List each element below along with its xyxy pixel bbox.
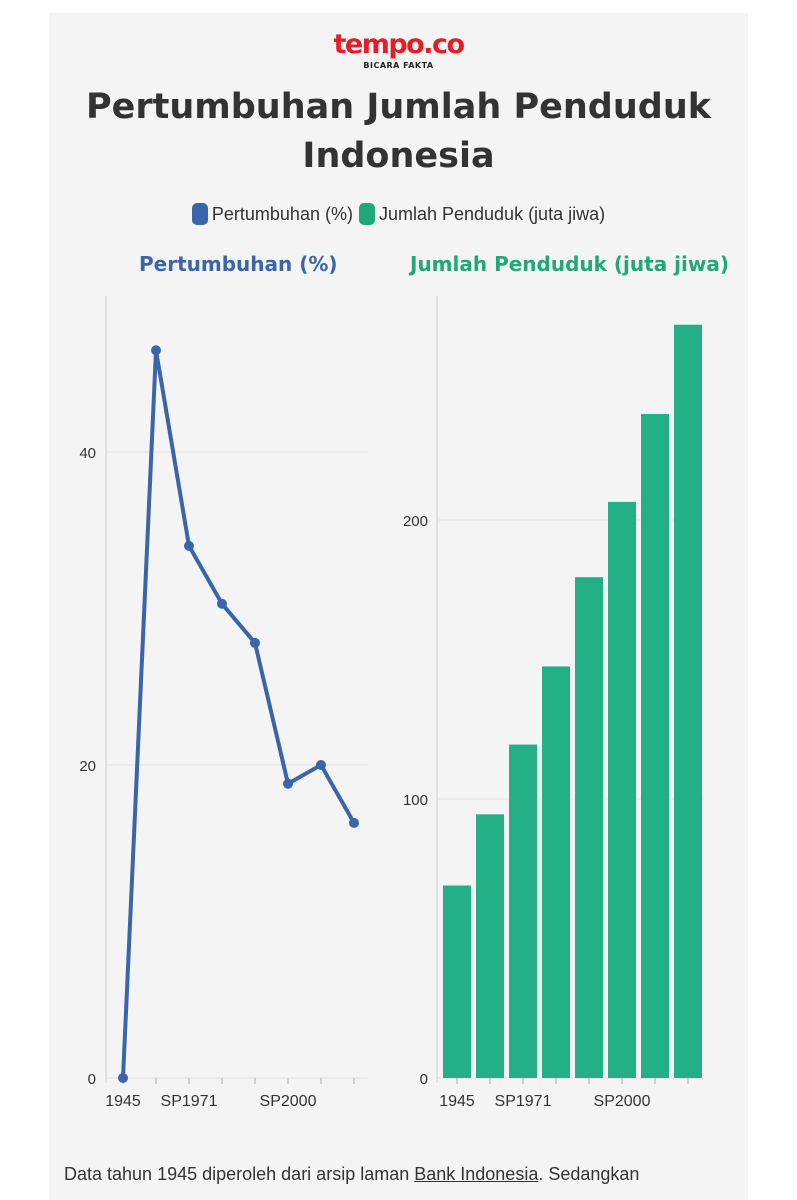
bar [476, 814, 504, 1078]
line-chart-series-line [121, 348, 356, 1079]
line-chart-point [151, 345, 161, 356]
line-chart-point [349, 817, 359, 828]
legend-swatch-growth [191, 203, 208, 225]
bar-chart-title: Jumlah Penduduk (juta jiwa) [410, 252, 729, 276]
legend-item-population[interactable]: Jumlah Penduduk (juta jiwa) [358, 203, 606, 225]
bar-chart-x-tick-label: 1945 [439, 1093, 475, 1110]
legend-label-population: Jumlah Penduduk (juta jiwa) [378, 203, 606, 224]
line-chart-x-tick-label: 1945 [105, 1093, 141, 1110]
footer-prefix: Data tahun 1945 diperoleh dari arsip lam… [64, 1164, 415, 1184]
bar [608, 501, 636, 1078]
bar [443, 885, 471, 1078]
bar-chart-x-tick-label: SP2000 [594, 1093, 651, 1110]
line-chart-y-tick-label: 0 [88, 1071, 96, 1088]
brand-tagline: BICARA FAKTA [363, 61, 434, 70]
line-chart-point [283, 778, 293, 789]
bar [674, 324, 702, 1078]
line-chart-point [250, 637, 260, 648]
line-chart-x-tick-label: SP2000 [260, 1093, 317, 1110]
brand-name: tempo.co [333, 29, 465, 60]
bar [542, 666, 570, 1078]
bar-chart: 0 100 200 1945 SP1971 SP2000 [403, 296, 703, 1110]
footer-suffix: . Sedangkan [538, 1164, 640, 1184]
line-chart-y-tick-label: 20 [79, 758, 96, 775]
bar-chart-y-tick-label: 0 [420, 1071, 428, 1088]
line-chart-point [184, 540, 194, 551]
line-chart-point [118, 1073, 128, 1083]
brand-logo[interactable]: tempo.co BICARA FAKTA [0, 29, 797, 71]
line-chart-x-tick-label: SP1971 [161, 1093, 218, 1110]
line-chart: 0 20 40 1945 SP1971 SP2000 [79, 296, 368, 1110]
page-title: Pertumbuhan Jumlah Penduduk Indonesia [85, 87, 712, 176]
bar [641, 413, 669, 1079]
bank-indonesia-link[interactable]: Bank Indonesia [414, 1164, 539, 1184]
line-chart-point [217, 598, 227, 609]
legend-swatch-population [358, 203, 375, 225]
bar-chart-x-tick-label: SP1971 [495, 1093, 552, 1110]
bar-chart-y-tick-label: 200 [403, 513, 428, 530]
legend: Pertumbuhan (%) Jumlah Penduduk (juta ji… [0, 203, 797, 225]
bar-chart-y-tick-label: 100 [403, 792, 428, 809]
line-chart-title: Pertumbuhan (%) [139, 252, 338, 276]
line-chart-y-tick-label: 40 [79, 445, 96, 462]
line-chart-point [316, 760, 326, 770]
legend-item-growth[interactable]: Pertumbuhan (%) [191, 203, 353, 225]
footer-note: Data tahun 1945 diperoleh dari arsip lam… [64, 1164, 744, 1185]
legend-label-growth: Pertumbuhan (%) [211, 203, 353, 224]
bar [575, 577, 603, 1078]
bar [509, 744, 537, 1078]
